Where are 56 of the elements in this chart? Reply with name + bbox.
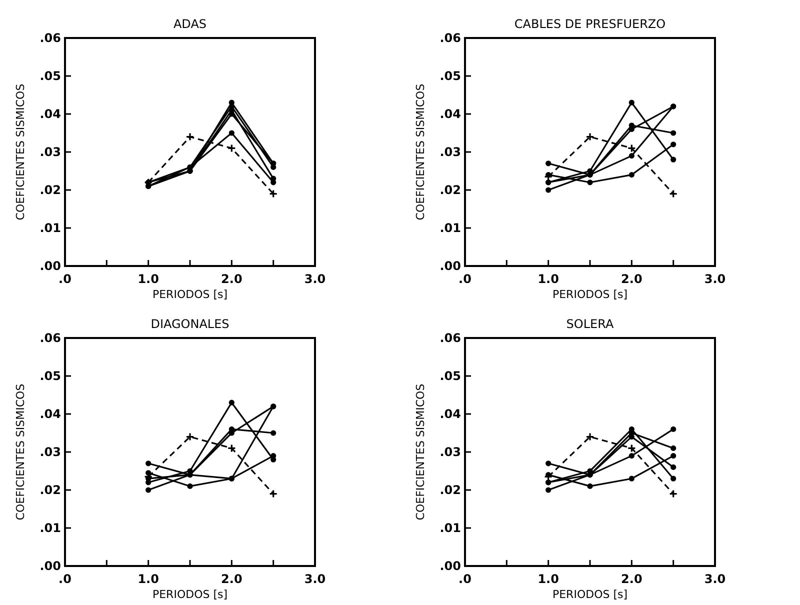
x-tick-label: 2.0 xyxy=(221,272,242,286)
y-tick-label: .00 xyxy=(440,259,461,273)
y-axis-title: COEFICIENTES SISMICOS xyxy=(14,84,27,220)
x-tick-label: 2.0 xyxy=(221,572,242,586)
y-tick-label: .01 xyxy=(40,521,61,535)
x-tick-label: 1.0 xyxy=(538,572,559,586)
x-tick-label: 1.0 xyxy=(138,572,159,586)
y-tick-label: .04 xyxy=(440,407,461,421)
y-axis-title: COEFICIENTES SISMICOS xyxy=(414,384,427,520)
x-tick-label: 1.0 xyxy=(138,272,159,286)
chart-title: DIAGONALES xyxy=(150,317,230,331)
x-tick-label: 1.0 xyxy=(538,272,559,286)
x-tick-label: 2.0 xyxy=(621,272,642,286)
y-axis-title: COEFICIENTES SISMICOS xyxy=(414,84,427,220)
y-tick-label: .03 xyxy=(440,145,461,159)
y-tick-label: .04 xyxy=(440,107,461,121)
y-tick-label: .06 xyxy=(440,331,461,345)
x-axis-title: PERIODOS [s] xyxy=(152,588,228,601)
y-tick-label: .04 xyxy=(40,107,61,121)
x-tick-label: 2.0 xyxy=(621,572,642,586)
y-tick-label: .02 xyxy=(40,483,61,497)
x-tick-label: .0 xyxy=(58,272,72,286)
y-tick-label: .03 xyxy=(440,445,461,459)
y-tick-label: .00 xyxy=(40,559,61,573)
y-tick-label: .05 xyxy=(40,369,61,383)
x-tick-label: .0 xyxy=(458,272,472,286)
y-tick-label: .01 xyxy=(40,221,61,235)
x-axis-title: PERIODOS [s] xyxy=(552,288,628,301)
y-tick-label: .05 xyxy=(440,369,461,383)
x-tick-label: 3.0 xyxy=(704,272,726,286)
x-tick-label: .0 xyxy=(458,572,472,586)
y-tick-label: .05 xyxy=(40,69,61,83)
y-tick-label: .00 xyxy=(440,559,461,573)
x-tick-label: .0 xyxy=(58,572,72,586)
y-tick-label: .03 xyxy=(40,445,61,459)
x-tick-label: 3.0 xyxy=(304,572,326,586)
y-axis-title: COEFICIENTES SISMICOS xyxy=(14,384,27,520)
x-tick-label: 3.0 xyxy=(304,272,326,286)
chart-title: SOLERA xyxy=(566,317,614,331)
y-tick-label: .00 xyxy=(40,259,61,273)
x-axis-title: PERIODOS [s] xyxy=(152,288,228,301)
y-tick-label: .02 xyxy=(440,483,461,497)
y-tick-label: .02 xyxy=(40,183,61,197)
y-tick-label: .06 xyxy=(40,331,61,345)
y-tick-label: .06 xyxy=(440,31,461,45)
y-tick-label: .03 xyxy=(40,145,61,159)
y-tick-label: .02 xyxy=(440,183,461,197)
y-tick-label: .06 xyxy=(40,31,61,45)
chart-title: CABLES DE PRESFUERZO xyxy=(514,17,666,31)
x-tick-label: 3.0 xyxy=(704,572,726,586)
y-tick-label: .01 xyxy=(440,221,461,235)
y-tick-label: .05 xyxy=(440,69,461,83)
y-tick-label: .04 xyxy=(40,407,61,421)
y-tick-label: .01 xyxy=(440,521,461,535)
chart-title: ADAS xyxy=(173,17,207,31)
x-axis-title: PERIODOS [s] xyxy=(552,588,628,601)
